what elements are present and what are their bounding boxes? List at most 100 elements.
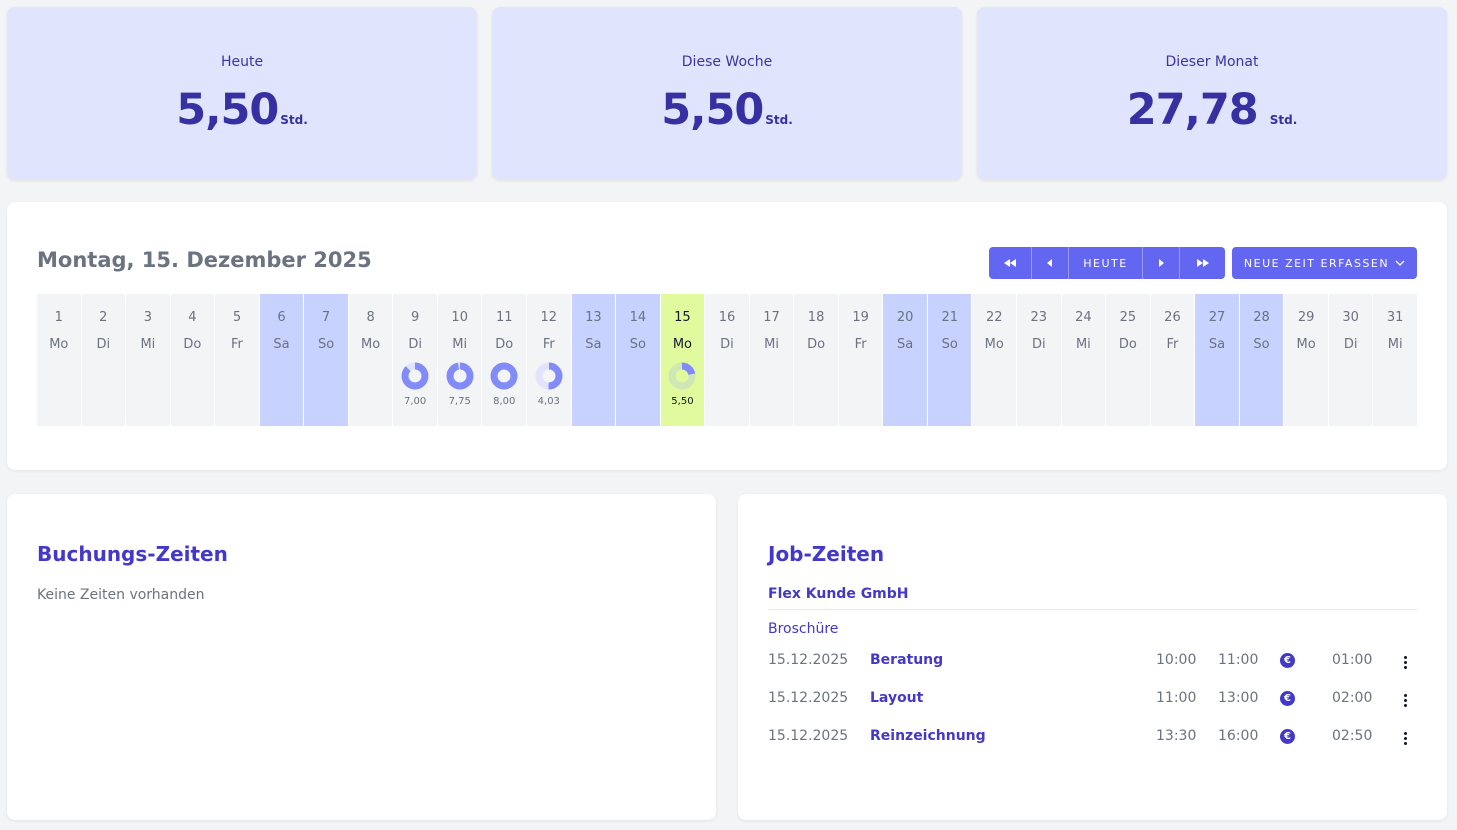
stat-card-month: Dieser Monat 27,78 Std. [977,7,1447,180]
calendar-day[interactable]: 8 Mo [348,294,393,426]
day-number: 11 [495,310,513,325]
day-weekday: Do [183,337,202,352]
stat-label: Heute [220,54,264,70]
more-vertical-icon[interactable] [1398,688,1412,712]
calendar-day[interactable]: 25 Do [1106,294,1150,426]
calendar-day[interactable]: 16 Di [705,294,749,426]
day-weekday: Mi [140,337,156,352]
calendar-day[interactable]: 1 Mo [37,294,81,426]
day-number: 15 [674,310,691,325]
calendar-day[interactable]: 15 Mo 5,50 [660,294,705,426]
day-weekday: Di [96,337,111,352]
calendar-day[interactable]: 13 Sa [571,294,616,426]
calendar-day[interactable]: 10 Mi 7,75 [437,294,482,426]
entry-task-link[interactable]: Layout [870,690,924,706]
calendar-day[interactable]: 22 Mo [972,294,1017,426]
calendar-day[interactable]: 29 Mo [1284,294,1328,426]
entry-task-link[interactable]: Reinzeichnung [870,728,986,744]
day-weekday: Sa [585,337,602,352]
first-button[interactable] [989,247,1032,279]
day-weekday: Di [408,337,422,352]
day-weekday: Di [1343,337,1358,352]
chevron-down-icon [1395,260,1405,266]
calendar-day[interactable]: 23 Di [1017,294,1061,426]
day-weekday: Sa [897,337,914,352]
day-weekday: So [941,337,958,352]
prev-button[interactable] [1032,247,1069,279]
stat-value: 27,78 [1126,85,1259,135]
stat-unit: Std. [280,113,308,127]
last-button[interactable] [1180,247,1225,279]
day-weekday: So [317,337,335,352]
calendar-day[interactable]: 9 Di 7,00 [393,294,437,426]
bookings-title: Buchungs-Zeiten [37,542,228,566]
new-time-entry-button[interactable]: NEUE ZEIT ERFASSEN [1232,247,1417,279]
day-hours: 8,00 [493,396,516,407]
calendar-day[interactable]: 14 So [616,294,660,426]
calendar-day[interactable]: 24 Mi [1061,294,1106,426]
chevron-left-icon [1047,259,1052,267]
calendar-day[interactable]: 11 Do 8,00 [482,294,527,426]
day-number: 20 [896,310,914,325]
calendar-day[interactable]: 19 Fr [838,294,883,426]
day-weekday: Mi [452,337,468,352]
job-entry-row: 15.12.2025 Reinzeichnung 13:30 16:00 € 0… [768,724,1417,748]
stat-value: 5,50 [661,85,764,135]
calendar-day[interactable]: 28 So [1239,294,1284,426]
calendar-day[interactable]: 2 Di [81,294,126,426]
entry-task-link[interactable]: Beratung [870,652,944,668]
entry-end: 16:00 [1218,728,1259,744]
day-number: 31 [1386,310,1404,325]
more-vertical-icon[interactable] [1398,650,1412,674]
next-button[interactable] [1143,247,1180,279]
calendar-day[interactable]: 12 Fr 4,03 [527,294,571,426]
day-number: 17 [763,310,780,325]
chevron-right-icon [1159,259,1164,267]
day-number: 24 [1075,310,1092,325]
day-number: 3 [143,310,152,325]
day-number: 30 [1342,310,1359,325]
jobs-panel: Job-Zeiten Flex Kunde GmbH Broschüre 15.… [738,494,1447,820]
entry-start: 13:30 [1156,728,1197,744]
day-weekday: Mo [361,337,381,352]
day-number: 18 [807,310,825,325]
calendar-day[interactable]: 20 Sa [883,294,927,426]
calendar-day[interactable]: 7 So [304,294,348,426]
day-number: 29 [1297,310,1315,325]
day-number: 27 [1208,310,1226,325]
calendar-day[interactable]: 27 Sa [1195,294,1239,426]
calendar-day[interactable]: 6 Sa [259,294,304,426]
job-entry-row: 15.12.2025 Layout 11:00 13:00 € 02:00 [768,686,1417,710]
day-hours: 5,50 [671,396,694,407]
calendar-day[interactable]: 5 Fr [215,294,259,426]
day-number: 9 [411,310,420,325]
today-button[interactable]: HEUTE [1069,247,1143,279]
day-weekday: Mo [672,337,693,352]
calendar-day[interactable]: 31 Mi [1373,294,1417,426]
day-weekday: Do [495,337,514,352]
entry-date: 15.12.2025 [768,652,849,668]
day-weekday: Do [1118,337,1137,352]
day-weekday: Di [720,337,734,352]
calendar-day[interactable]: 30 Di [1328,294,1373,426]
client-name: Flex Kunde GmbH [768,586,1417,610]
calendar-day[interactable]: 21 So [927,294,972,426]
day-number: 4 [188,310,197,325]
hours-donut-icon [446,362,474,390]
stat-card-today: Heute 5,50 Std. [7,7,477,180]
calendar-day[interactable]: 17 Mi [749,294,794,426]
calendar-day[interactable]: 4 Do [170,294,215,426]
more-vertical-icon[interactable] [1398,726,1412,750]
day-weekday: Di [1031,337,1046,352]
day-weekday: Mo [1296,337,1316,352]
day-weekday: Fr [231,337,243,352]
day-weekday: Fr [542,337,555,352]
calendar-day[interactable]: 3 Mi [126,294,170,426]
day-weekday: Mo [984,337,1004,352]
calendar-day[interactable]: 26 Fr [1150,294,1195,426]
entry-duration: 01:00 [1332,652,1373,668]
day-weekday: So [629,337,646,352]
day-number: 16 [718,310,736,325]
calendar-nav: HEUTE [989,247,1225,279]
calendar-day[interactable]: 18 Do [794,294,838,426]
